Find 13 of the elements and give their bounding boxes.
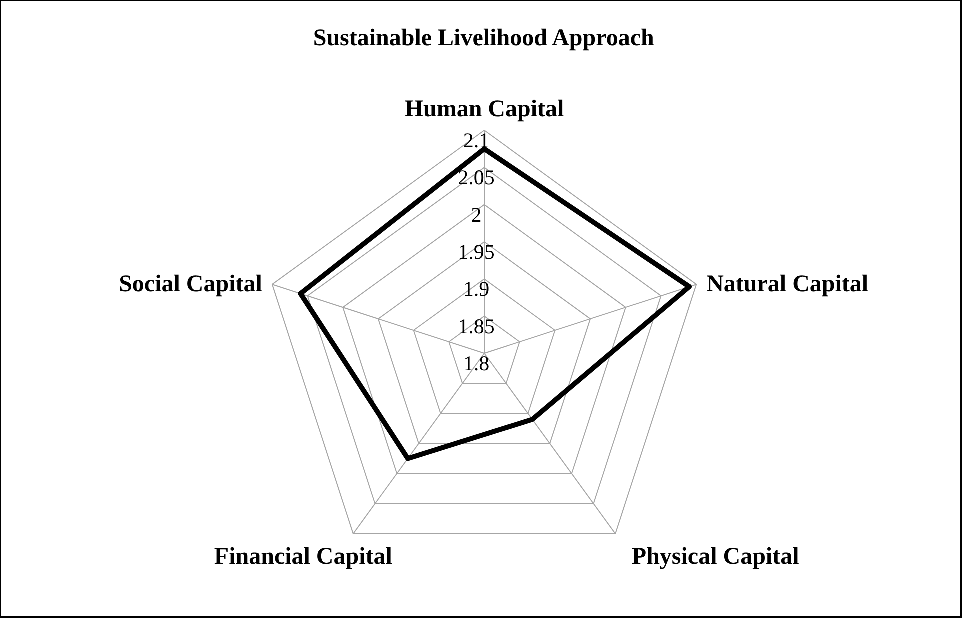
spoke-label: Financial Capital: [214, 544, 393, 570]
y-tick-label: 1.8: [463, 352, 490, 376]
spoke-label: Natural Capital: [706, 272, 869, 298]
y-tick-label: 1.95: [458, 240, 495, 264]
y-tick-label: 1.85: [458, 314, 495, 338]
spoke-label: Human Capital: [404, 96, 565, 122]
chart-title: Sustainable Livelihood Approach: [313, 26, 654, 52]
spoke-label: Social Capital: [119, 272, 263, 298]
spoke-label: Physical Capital: [632, 544, 800, 570]
y-tick-label: 2.1: [463, 128, 490, 152]
y-tick-label: 2.05: [458, 166, 495, 190]
y-tick-label: 1.9: [463, 277, 490, 302]
y-tick-label: 2: [471, 202, 482, 227]
